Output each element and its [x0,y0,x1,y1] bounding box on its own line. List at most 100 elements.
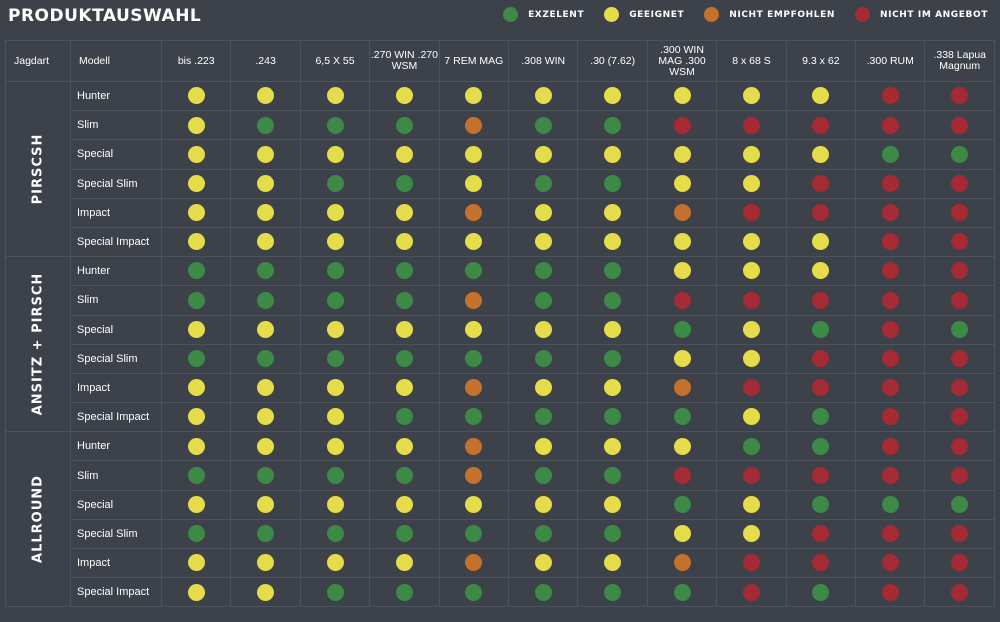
page-title: PRODUKTAUSWAHL [8,6,202,26]
rating-cell [438,314,510,345]
rating-cell [577,314,648,345]
rating-dot-icon [673,262,691,280]
rating-dot-icon [257,233,275,251]
rating-cell [160,431,232,462]
rating-cell [299,518,371,550]
rating-cell [160,489,232,520]
rating-cell [508,402,579,433]
rating-dot-icon [951,233,969,251]
rating-cell [924,460,995,491]
rating-dot-icon [951,116,969,134]
rating-dot-icon [326,320,344,338]
rating-dot-icon [395,116,413,134]
rating-dot-icon [673,466,691,484]
rating-cell [785,431,857,462]
rating-cell [716,431,787,462]
rating-dot-icon [673,145,691,163]
rating-dot-icon [812,525,830,543]
rating-cell [508,460,579,491]
rating-dot-icon [395,350,413,368]
rating-dot-icon [604,408,622,426]
rating-dot-icon [187,554,205,572]
rating-dot-icon [534,583,552,601]
rating-cell [855,343,926,374]
rating-dot-icon [534,262,552,280]
rating-dot-icon [881,320,899,338]
group-cell: ALLROUND [5,431,71,608]
rating-cell [438,402,510,433]
rating-cell [716,226,787,258]
header-caliber: 8 x 68 S [716,40,787,82]
rating-cell [855,314,926,345]
rating-dot-icon [257,145,275,163]
rating-cell [508,226,579,258]
rating-dot-icon [465,525,483,543]
rating-dot-icon [257,87,275,105]
rating-cell [299,402,371,433]
model-label: Hunter [70,256,162,287]
rating-cell [160,372,232,404]
rating-cell [646,226,718,258]
rating-dot-icon [257,291,275,309]
rating-dot-icon [812,116,830,134]
rating-cell [438,168,510,199]
rating-dot-icon [257,525,275,543]
rating-cell [369,139,440,170]
rating-cell [646,110,718,141]
rating-cell [924,343,995,374]
rating-cell [716,256,787,287]
rating-cell [924,197,995,228]
rating-cell [577,139,648,170]
rating-cell [508,139,579,170]
rating-dot-icon [812,204,830,222]
rating-cell [508,314,579,345]
rating-cell [716,343,787,374]
rating-cell [438,577,510,608]
rating-dot-icon [534,145,552,163]
rating-dot-icon [395,583,413,601]
legend-item-o: NICHT EMPFOHLEN [704,7,835,22]
legend-dot-icon [604,7,620,22]
rating-dot-icon [326,495,344,513]
rating-cell [508,372,579,404]
header-modell: Modell [70,40,162,82]
rating-cell [855,226,926,258]
rating-dot-icon [534,379,552,397]
rating-dot-icon [812,583,830,601]
rating-cell [508,168,579,199]
rating-dot-icon [951,87,969,105]
rating-cell [716,547,787,579]
model-label: Hunter [70,431,162,462]
rating-cell [299,372,371,404]
rating-dot-icon [395,379,413,397]
rating-dot-icon [326,379,344,397]
model-label: Special Impact [70,226,162,258]
rating-cell [785,547,857,579]
rating-cell [230,110,301,141]
legend-dot-icon [704,7,720,22]
rating-cell [299,431,371,462]
rating-dot-icon [395,554,413,572]
rating-dot-icon [395,145,413,163]
rating-cell [230,343,301,374]
rating-cell [855,547,926,579]
rating-cell [160,168,232,199]
rating-cell [785,110,857,141]
rating-dot-icon [395,233,413,251]
rating-dot-icon [881,291,899,309]
rating-cell [438,139,510,170]
rating-cell [924,110,995,141]
rating-dot-icon [257,554,275,572]
rating-dot-icon [881,87,899,105]
rating-cell [577,226,648,258]
rating-cell [299,226,371,258]
header-caliber: .300 RUM [855,40,926,82]
model-label: Slim [70,285,162,316]
rating-cell [855,139,926,170]
rating-cell [924,518,995,550]
rating-cell [369,577,440,608]
rating-dot-icon [534,437,552,455]
rating-dot-icon [742,379,760,397]
header-caliber: 9.3 x 62 [785,40,857,82]
rating-dot-icon [881,116,899,134]
